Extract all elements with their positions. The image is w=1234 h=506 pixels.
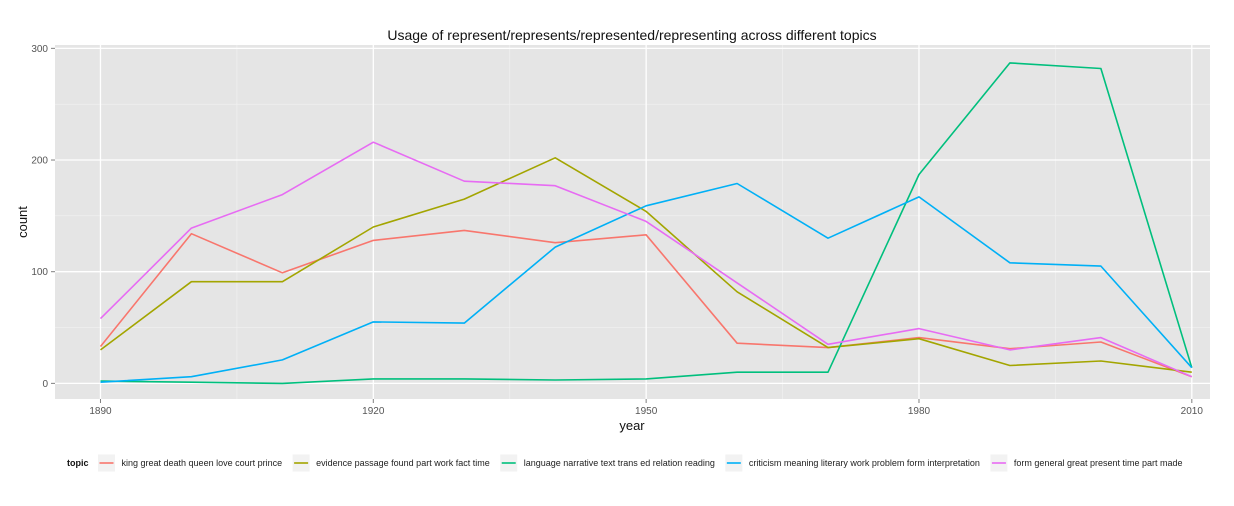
legend-label: criticism meaning literary work problem … (749, 458, 980, 468)
y-tick-label: 200 (31, 156, 48, 167)
series-line-4 (100, 182, 1193, 383)
series-line-3 (100, 62, 1193, 385)
series-line-2 (100, 157, 1192, 373)
x-tick-label: 1950 (635, 406, 658, 417)
x-tick-label: 1980 (908, 406, 931, 417)
y-axis: 0 100 200 300 (31, 44, 55, 390)
y-tick-label: 100 (31, 267, 48, 278)
x-tick-label: 1920 (362, 406, 385, 417)
y-tick-label: 300 (31, 44, 48, 55)
legend-item: king great death queen love court prince (97, 453, 283, 473)
y-axis-title: count (15, 206, 30, 238)
x-tick-label: 2010 (1181, 406, 1204, 417)
legend: topic king great death queen love court … (67, 453, 1183, 473)
chart-title: Usage of represent/represents/represente… (387, 27, 876, 43)
legend-label: form general great present time part mad… (1014, 458, 1183, 468)
series-lines (99, 62, 1193, 385)
legend-item: evidence passage found part work fact ti… (291, 453, 490, 473)
legend-item: form general great present time part mad… (989, 453, 1183, 473)
x-tick-label: 1890 (89, 406, 112, 417)
legend-label: king great death queen love court prince (122, 458, 283, 468)
y-tick-label: 0 (42, 379, 48, 390)
legend-item: criticism meaning literary work problem … (724, 453, 980, 473)
legend-item: language narrative text trans ed relatio… (499, 453, 715, 473)
series-line-1 (99, 229, 1193, 378)
legend-label: language narrative text trans ed relatio… (524, 458, 715, 468)
series-line-5 (99, 141, 1193, 378)
legend-title: topic (67, 458, 89, 468)
legend-label: evidence passage found part work fact ti… (316, 458, 490, 468)
x-axis: 1890 1920 1950 1980 2010 (89, 399, 1203, 417)
x-axis-title: year (619, 418, 645, 433)
